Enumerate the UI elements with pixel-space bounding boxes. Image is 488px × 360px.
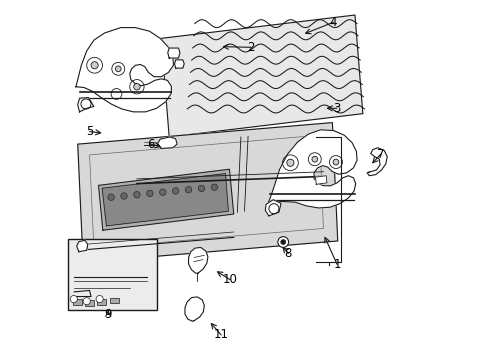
Circle shape bbox=[185, 186, 191, 193]
Polygon shape bbox=[161, 15, 362, 137]
Polygon shape bbox=[78, 123, 337, 262]
Text: 6: 6 bbox=[146, 138, 154, 150]
Polygon shape bbox=[265, 200, 281, 216]
Polygon shape bbox=[315, 176, 326, 184]
Circle shape bbox=[280, 239, 285, 244]
Circle shape bbox=[311, 156, 317, 162]
Bar bbox=[73, 299, 82, 305]
Text: 8: 8 bbox=[284, 247, 291, 260]
Polygon shape bbox=[366, 148, 386, 176]
Polygon shape bbox=[167, 48, 180, 58]
Bar bbox=[110, 298, 119, 303]
Bar bbox=[68, 239, 157, 310]
Polygon shape bbox=[76, 28, 173, 112]
Text: 9: 9 bbox=[104, 308, 112, 321]
Polygon shape bbox=[158, 137, 177, 148]
Circle shape bbox=[70, 296, 77, 303]
Polygon shape bbox=[78, 98, 94, 112]
Circle shape bbox=[198, 185, 204, 192]
Circle shape bbox=[133, 192, 140, 198]
Polygon shape bbox=[184, 297, 204, 321]
Circle shape bbox=[211, 184, 217, 190]
Text: 4: 4 bbox=[329, 16, 337, 29]
Circle shape bbox=[96, 296, 103, 303]
Text: 7: 7 bbox=[376, 148, 384, 161]
Circle shape bbox=[286, 159, 293, 166]
Circle shape bbox=[91, 62, 98, 69]
Polygon shape bbox=[268, 130, 356, 208]
Circle shape bbox=[146, 190, 153, 197]
Text: 5: 5 bbox=[86, 125, 93, 138]
Polygon shape bbox=[99, 169, 233, 230]
Circle shape bbox=[115, 66, 121, 72]
Circle shape bbox=[172, 188, 179, 194]
Text: 3: 3 bbox=[333, 102, 340, 115]
Text: 10: 10 bbox=[222, 273, 237, 286]
Bar bbox=[97, 299, 106, 305]
Polygon shape bbox=[77, 240, 88, 252]
Circle shape bbox=[159, 189, 165, 195]
Text: 2: 2 bbox=[247, 41, 254, 54]
Circle shape bbox=[277, 237, 288, 247]
Text: 1: 1 bbox=[333, 258, 340, 271]
Circle shape bbox=[108, 194, 114, 201]
Circle shape bbox=[332, 159, 338, 165]
Bar bbox=[85, 301, 94, 306]
Circle shape bbox=[121, 193, 127, 199]
Polygon shape bbox=[188, 247, 207, 273]
Polygon shape bbox=[102, 174, 228, 226]
Circle shape bbox=[83, 298, 90, 305]
Circle shape bbox=[133, 84, 140, 90]
Text: 11: 11 bbox=[213, 328, 228, 341]
Polygon shape bbox=[174, 60, 184, 68]
